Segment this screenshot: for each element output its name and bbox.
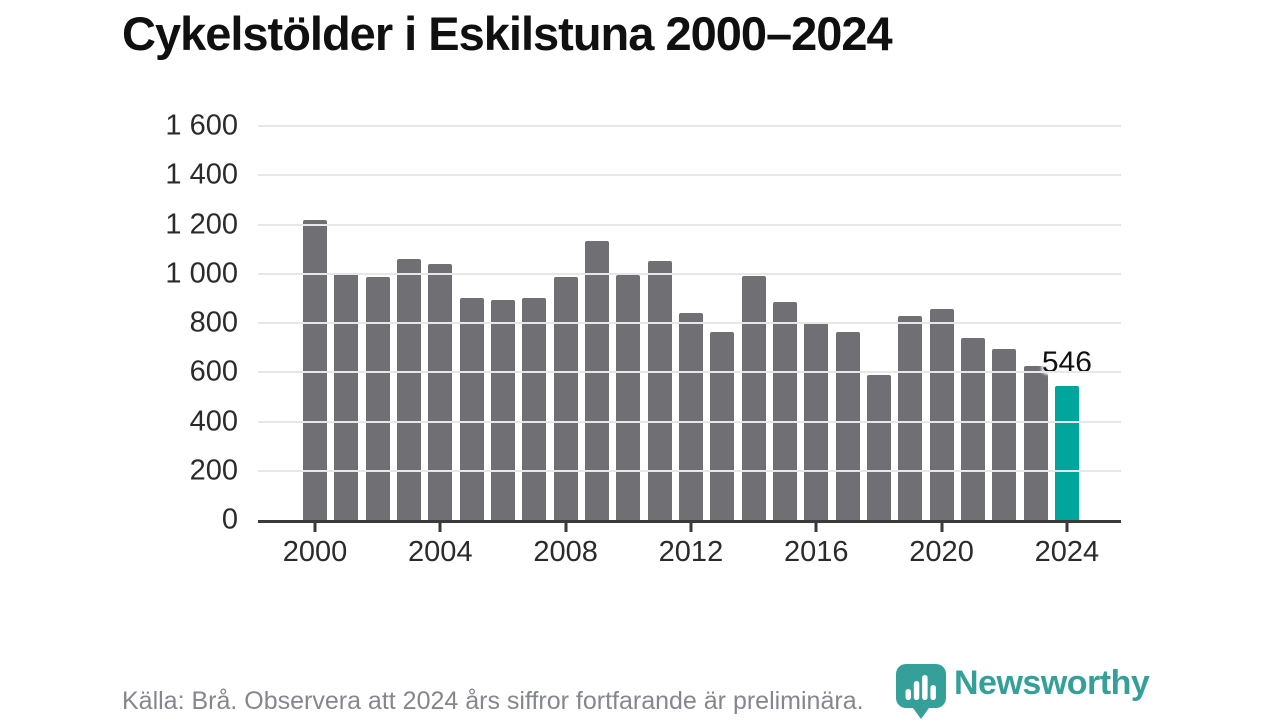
x-axis-label: 2012 [658,536,724,568]
y-axis-label: 1 000 [165,257,238,290]
bar-slot-2013 [710,126,735,520]
y-axis-label: 1 400 [165,158,238,191]
bar-slot-2020: 2020 [909,126,974,567]
bar-2002 [365,277,390,520]
y-axis-label: 600 [189,355,238,388]
value-label-2024: 546 [1041,345,1092,379]
bar-2019 [898,315,923,520]
x-axis-tick [689,523,693,532]
bars: 2000 2004 2008 2012 2016 2020 546 2024 [283,126,1099,567]
x-axis-label: 2024 [1034,536,1100,568]
bar-2018 [866,374,891,520]
gridline [258,371,1121,374]
newsworthy-wordmark: Newsworthy [954,664,1150,702]
bar-2014 [741,276,766,520]
bar-2006 [490,299,515,520]
x-axis-tick [564,523,568,532]
x-axis-tick [438,523,442,532]
gridline [258,469,1121,472]
x-axis-label: 2016 [783,536,849,568]
gridline [258,223,1121,226]
y-axis: 0 200 400 600 800 1 000 1 200 1 400 1 600 [120,111,238,534]
bar-2011 [647,261,672,520]
bar-2012 [678,313,703,520]
bar-2024: 546 [1042,346,1092,520]
bar-slot-2010 [616,126,641,520]
bar-slot-2007 [522,126,547,520]
x-axis-tick [814,523,818,532]
bar-slot-2019 [898,126,923,520]
x-axis-label: 2008 [533,536,598,568]
bar-2013 [710,331,735,520]
bar-2004 [428,263,453,520]
y-axis-label: 800 [189,306,238,339]
x-axis-tick [1065,523,1069,532]
gridline [258,174,1121,177]
bar-slot-2001 [334,126,359,520]
x-axis-label: 2000 [282,536,348,568]
bar-2000 [303,219,327,520]
plot-area: 2000 2004 2008 2012 2016 2020 546 2024 [258,125,1121,567]
bar-slot-2023 [1023,126,1048,520]
bar-2008 [553,277,578,520]
y-axis-label: 400 [189,405,238,437]
newsworthy-bubble-chart-icon [895,663,947,725]
y-axis-label: 200 [189,454,238,487]
bar-2009 [584,240,609,520]
bar-slot-2014 [741,126,766,520]
bar-slot-2011 [647,126,672,520]
gridline [258,272,1121,275]
bar-2010 [616,274,641,520]
gridline [258,125,1121,127]
bar-slot-2021 [960,126,985,520]
bar-slot-2022 [992,126,1017,520]
gridline [258,322,1121,324]
bar-slot-2004: 2004 [408,126,473,567]
bar-slot-2015 [772,126,797,520]
bar-slot-2018 [866,126,891,520]
bar-slot-2017 [835,126,860,520]
bar-2007 [522,298,547,520]
x-axis-tick [313,523,317,532]
bar-2022 [992,348,1017,520]
bar-slot-2009 [584,126,609,520]
gridline [258,420,1121,423]
bar-2023 [1023,366,1048,520]
bar-2001 [334,272,359,520]
bar-slot-2003 [396,126,421,520]
bar-2005 [459,298,484,520]
bar-slot-2008: 2008 [533,126,598,567]
bar-slot-2005 [459,126,484,520]
bar-2003 [396,258,421,520]
chart-title: Cykelstölder i Eskilstuna 2000–2024 [122,7,893,60]
x-axis-label: 2020 [909,536,974,568]
bar-slot-2012: 2012 [659,126,723,567]
bar-2021 [960,337,985,520]
newsworthy-logo[interactable]: Newsworthy [895,663,1150,725]
source-note: Källa: Brå. Observera att 2024 års siffr… [122,687,864,715]
x-axis-label: 2004 [408,536,473,568]
y-axis-label: 1 600 [165,109,238,142]
y-axis-label: 1 200 [165,208,238,240]
x-axis-tick [940,523,944,532]
bar-slot-2002 [365,126,390,520]
bar-2015 [772,302,797,520]
bar-2020 [929,309,954,520]
y-axis-label: 0 [221,503,238,536]
bar-slot-2006 [490,126,515,520]
bar-2017 [835,331,860,520]
